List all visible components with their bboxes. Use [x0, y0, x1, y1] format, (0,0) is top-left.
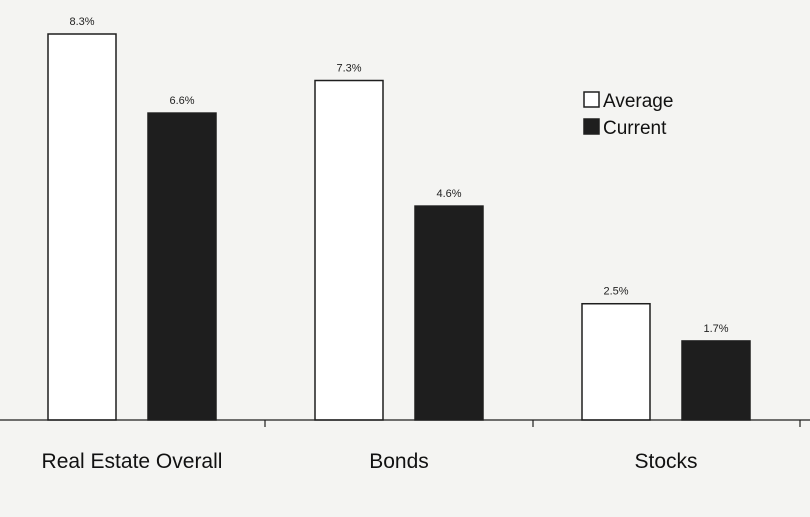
data-label-average-1: 8.3%	[69, 16, 94, 28]
x-tick-label-2: Bonds	[369, 450, 429, 473]
data-label-current-1: 6.6%	[169, 95, 194, 107]
x-tick-label-1: Real Estate Overall	[42, 450, 223, 473]
bar-average-1	[47, 33, 117, 421]
legend-label-average: Average	[603, 91, 673, 112]
data-label-average-3: 2.5%	[603, 286, 628, 298]
data-label-average-2: 7.3%	[336, 63, 361, 75]
legend-label-current: Current	[603, 118, 667, 139]
x-tick-labels: Real Estate Overall Bonds Stocks	[42, 450, 698, 473]
legend-swatch-average	[583, 91, 600, 108]
x-tick-label-3: Stocks	[634, 450, 697, 473]
bar-average-2	[314, 79, 384, 421]
bar-current-1	[147, 112, 217, 421]
legend-swatch-current	[583, 118, 600, 135]
x-axis	[0, 419, 810, 427]
bar-current-3	[681, 340, 751, 421]
bars-layer	[47, 33, 751, 421]
data-labels: 8.3% 6.6% 7.3% 4.6% 2.5% 1.7%	[69, 16, 728, 335]
bar-current-2	[414, 205, 484, 421]
bar-average-3	[581, 302, 651, 421]
data-label-current-2: 4.6%	[436, 188, 461, 200]
legend: Average Current	[583, 91, 673, 139]
data-label-current-3: 1.7%	[703, 323, 728, 335]
